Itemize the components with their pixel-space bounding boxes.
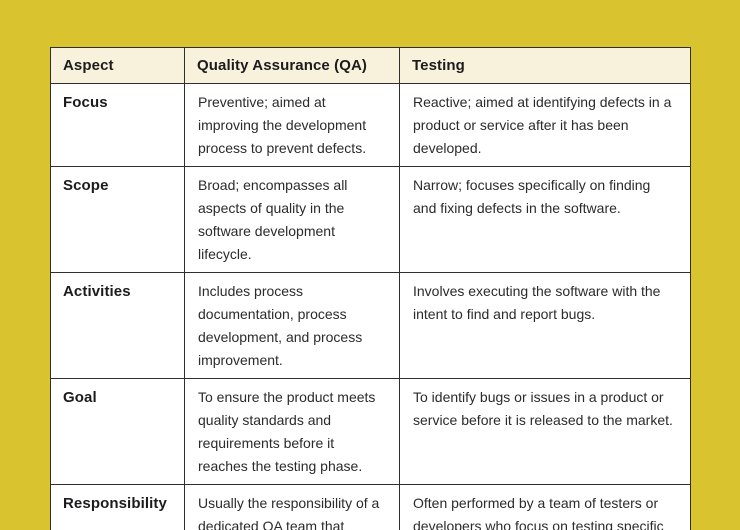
row-label-cell: Scope: [50, 166, 185, 273]
table-row: Responsibility Usually the responsibility…: [50, 484, 691, 530]
header-row: Aspect Quality Assurance (QA) Testing: [50, 47, 691, 84]
row-label-cell: Activities: [50, 272, 185, 379]
table-row: Scope Broad; encompasses all aspects of q…: [50, 166, 691, 273]
table-row: Goal To ensure the product meets quality …: [50, 378, 691, 485]
row-label-cell: Goal: [50, 378, 185, 485]
column-header-aspect: Aspect: [50, 47, 185, 84]
qa-description-cell: Broad; encompasses all aspects of qualit…: [184, 166, 400, 273]
table-row: Activities Includes process documentation…: [50, 272, 691, 379]
comparison-table-container: Aspect Quality Assurance (QA) Testing Fo…: [50, 47, 691, 530]
column-header-qa: Quality Assurance (QA): [184, 47, 400, 84]
qa-description-cell: To ensure the product meets quality stan…: [184, 378, 400, 485]
testing-description-cell: Often performed by a team of testers or …: [399, 484, 691, 530]
qa-description-cell: Includes process documentation, process …: [184, 272, 400, 379]
table-body: Focus Preventive; aimed at improving the …: [50, 83, 691, 530]
table-header: Aspect Quality Assurance (QA) Testing: [50, 47, 691, 84]
testing-description-cell: Narrow; focuses specifically on finding …: [399, 166, 691, 273]
row-label-cell: Responsibility: [50, 484, 185, 530]
row-label-cell: Focus: [50, 83, 185, 167]
testing-description-cell: To identify bugs or issues in a product …: [399, 378, 691, 485]
qa-vs-testing-table: Aspect Quality Assurance (QA) Testing Fo…: [50, 47, 691, 530]
table-row: Focus Preventive; aimed at improving the …: [50, 83, 691, 167]
testing-description-cell: Reactive; aimed at identifying defects i…: [399, 83, 691, 167]
column-header-testing: Testing: [399, 47, 691, 84]
qa-description-cell: Usually the responsibility of a dedicate…: [184, 484, 400, 530]
testing-description-cell: Involves executing the software with the…: [399, 272, 691, 379]
qa-description-cell: Preventive; aimed at improving the devel…: [184, 83, 400, 167]
